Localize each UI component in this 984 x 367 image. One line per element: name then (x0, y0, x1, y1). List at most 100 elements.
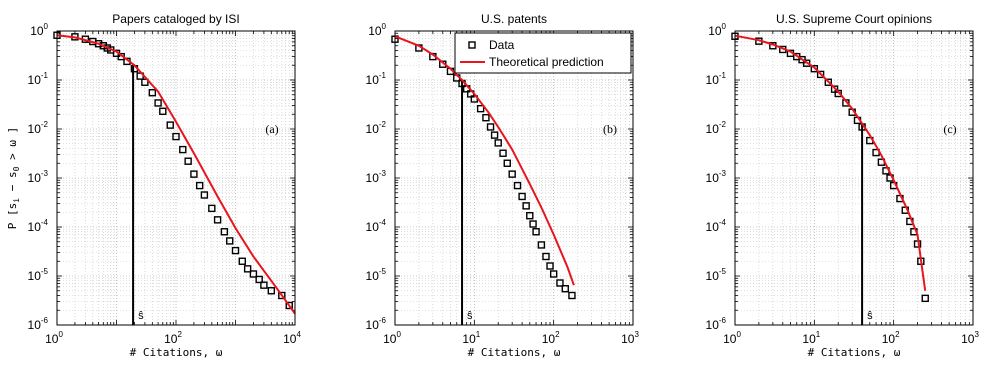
tick-exponent: -6 (379, 316, 387, 325)
tick-exponent: 0 (44, 22, 49, 31)
x-axis-label: # Citations, ω (468, 346, 561, 359)
shared-ylabel: P [si − s0 > ω ] (6, 127, 21, 229)
x-tick-label: 104 (283, 330, 301, 346)
y-tick-label: 10-4 (706, 218, 727, 234)
svg-text:P [si − s0 > ω ]: P [si − s0 > ω ] (6, 127, 21, 229)
y-tick-label: 10-2 (366, 120, 387, 136)
data-point (184, 157, 192, 165)
y-tick-label: 100 (368, 22, 386, 38)
data-point (542, 252, 550, 261)
theoretical-prediction-line (394, 35, 575, 286)
tick-base: 10 (706, 122, 720, 136)
tick-exponent: 0 (58, 330, 63, 339)
tick-base: 10 (366, 73, 380, 87)
x-tick-label: 102 (164, 330, 182, 346)
tick-exponent: 3 (634, 330, 639, 339)
tick-exponent: -4 (41, 218, 49, 227)
y-tick-label: 10-2 (706, 120, 727, 136)
data-point (476, 104, 485, 113)
tick-exponent: -3 (719, 169, 727, 178)
y-tick-label: 10-2 (28, 120, 49, 136)
tick-base: 10 (366, 318, 380, 332)
data-point (231, 246, 240, 255)
chart-title: Papers cataloged by ISI (112, 12, 239, 26)
panel-label: (b) (603, 122, 617, 136)
axes-frame (734, 30, 974, 326)
tick-exponent: -5 (41, 267, 49, 276)
tick-base: 10 (366, 171, 380, 185)
data-point (278, 291, 286, 300)
x-tick-label: 103 (621, 330, 639, 346)
data-point (208, 204, 216, 213)
tick-exponent: -4 (719, 218, 727, 227)
x-axis-label: # Citations, ω (808, 346, 901, 359)
ylabel-minus: − (6, 184, 19, 191)
data-point (195, 181, 204, 190)
ylabel-var-2: s (6, 171, 19, 178)
ylabel-sub-i: i (12, 198, 21, 203)
y-tick-label: 10-1 (28, 71, 49, 87)
data-point (546, 262, 554, 270)
tick-base: 10 (28, 220, 42, 234)
data-point (220, 228, 229, 236)
data-point (172, 132, 180, 141)
x-tick-label: 100 (723, 330, 741, 346)
tick-exponent: 2 (177, 330, 182, 339)
theoretical-prediction-line (734, 34, 927, 291)
tick-exponent: -3 (41, 169, 49, 178)
grid (395, 31, 633, 325)
y-tick-label: 10-1 (706, 71, 727, 87)
data-point (482, 114, 490, 122)
data-point (243, 265, 252, 273)
data-point (285, 301, 293, 310)
tick-exponent: -1 (41, 71, 49, 80)
tick-base: 10 (45, 332, 59, 346)
data-point (549, 270, 558, 278)
tick-base: 10 (28, 318, 42, 332)
tick-exponent: 3 (974, 330, 979, 339)
data-point (190, 170, 198, 178)
tick-base: 10 (164, 332, 178, 346)
axes-frame (56, 30, 296, 326)
x-axis-label: # Citations, ω (130, 346, 223, 359)
data-point (213, 216, 222, 224)
s-hat-label: ŝ (138, 310, 144, 322)
data-point (824, 78, 833, 86)
data-point (148, 89, 157, 97)
data-point (810, 65, 819, 73)
tick-exponent: -3 (379, 169, 387, 178)
plot-area (395, 31, 633, 325)
data-point (494, 139, 502, 147)
tick-base: 10 (708, 24, 722, 38)
y-tick-label: 10-1 (366, 71, 387, 87)
tick-base: 10 (28, 269, 42, 283)
data-point (499, 149, 507, 157)
tick-base: 10 (706, 171, 720, 185)
y-tick-label: 10-3 (28, 169, 49, 185)
data-point (486, 123, 495, 131)
tick-exponent: 0 (396, 330, 401, 339)
x-tick-label: 102 (882, 330, 900, 346)
tick-base: 10 (882, 332, 896, 346)
x-tick-label: 102 (542, 330, 560, 346)
axes-frame (394, 30, 634, 326)
tick-exponent: -1 (379, 71, 387, 80)
tick-base: 10 (961, 332, 975, 346)
y-tick-label: 10-5 (28, 267, 49, 283)
tick-base: 10 (366, 220, 380, 234)
data-point (529, 220, 537, 228)
tick-base: 10 (366, 269, 380, 283)
tick-exponent: -5 (719, 267, 727, 276)
chart-title: U.S. Supreme Court opinions (776, 12, 932, 26)
data-point (508, 170, 516, 178)
s-hat-label: ŝ (867, 310, 873, 322)
data-point (154, 99, 162, 107)
x-tick-label: 100 (45, 330, 63, 346)
tick-base: 10 (706, 269, 720, 283)
y-tick-label: 10-4 (366, 218, 387, 234)
tick-exponent: -1 (719, 71, 727, 80)
data-point (267, 287, 276, 295)
data-point (179, 145, 187, 154)
legend: Data Theoretical prediction (454, 32, 632, 74)
